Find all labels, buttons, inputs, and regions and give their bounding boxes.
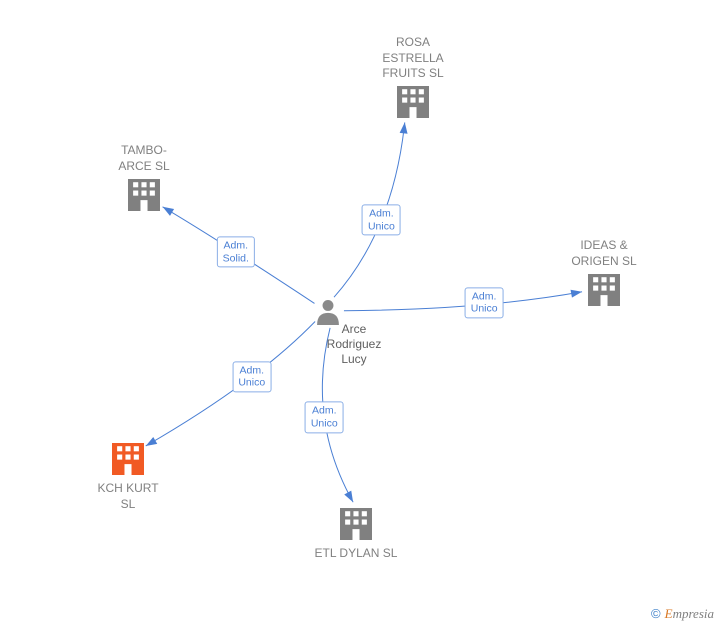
edge-arrowhead [344, 491, 353, 503]
edge-label: Adm.Unico [465, 287, 504, 318]
attribution-capital: E [665, 606, 673, 621]
edge-label: Adm.Solid. [217, 237, 255, 268]
building-icon[interactable] [397, 86, 429, 118]
edge-arrowhead [400, 122, 408, 133]
edge-path [146, 321, 315, 445]
building-icon[interactable] [340, 508, 372, 540]
edge-label: Adm.Unico [305, 402, 344, 433]
edge-arrowhead [146, 437, 158, 446]
building-icon[interactable] [588, 274, 620, 306]
edge-arrowhead [163, 207, 175, 216]
building-icon[interactable] [128, 179, 160, 211]
attribution-rest: mpresia [673, 606, 714, 621]
edge-path [344, 292, 582, 311]
company-label[interactable]: ROSAESTRELLAFRUITS SL [382, 35, 443, 82]
company-label[interactable]: TAMBO-ARCE SL [118, 143, 169, 174]
edge-label: Adm.Unico [362, 204, 401, 235]
edge-label: Adm.Unico [232, 361, 271, 392]
attribution: © Empresia [651, 606, 714, 622]
company-label[interactable]: ETL DYLAN SL [315, 546, 398, 562]
person-label: ArceRodriguezLucy [327, 322, 382, 367]
copyright-symbol: © [651, 606, 661, 621]
company-label[interactable]: IDEAS &ORIGEN SL [571, 238, 636, 269]
network-diagram [0, 0, 728, 630]
company-label[interactable]: KCH KURTSL [97, 481, 158, 512]
edge-arrowhead [571, 290, 583, 298]
building-icon[interactable] [112, 443, 144, 475]
